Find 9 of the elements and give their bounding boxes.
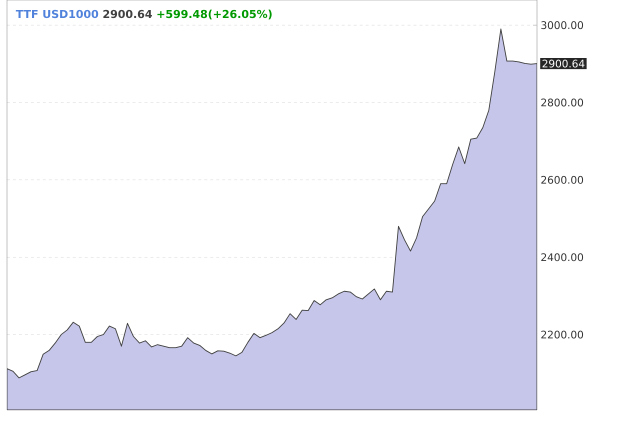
y-tick-label: 2400.00 (541, 253, 584, 262)
text: TTF USD1000 (16, 10, 98, 18)
y-tick-label: 3000.00 (541, 21, 584, 30)
y-tick-label: 2600.00 (541, 176, 584, 184)
y-tick-label: 2800.00 (541, 98, 584, 106)
annotation: +599.48(+26.05%) (157, 10, 272, 20)
y-tick-label: 2200.00 (541, 330, 584, 339)
text: 2900.64 (542, 60, 584, 68)
annotation: 2900.64 (103, 10, 152, 18)
